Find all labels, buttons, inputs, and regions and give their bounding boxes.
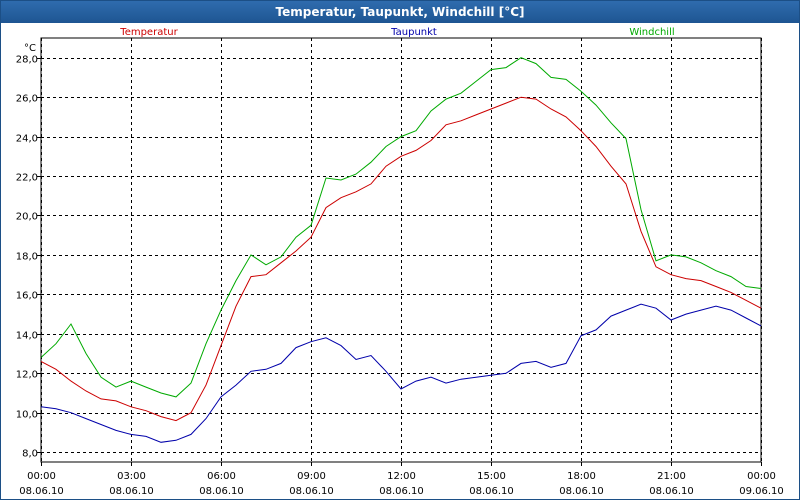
x-tick-time-label: 03:00 [117, 471, 146, 482]
x-tick-time-label: 00:00 [27, 471, 56, 482]
x-tick-time-label: 12:00 [387, 471, 416, 482]
y-axis-unit: °C [24, 43, 36, 54]
x-tick-date-label: 08.06.10 [19, 486, 64, 497]
x-tick-date-label: 08.06.10 [379, 486, 424, 497]
y-tick-label: 18,0 [16, 252, 38, 263]
window-title: Temperatur, Taupunkt, Windchill [°C] [1, 1, 799, 23]
y-tick-label: 8,0 [22, 449, 38, 460]
y-tick-label: 14,0 [16, 331, 38, 342]
x-tick-time-label: 15:00 [477, 471, 506, 482]
series-line-windchill [40, 57, 762, 398]
y-tick-label: 26,0 [16, 94, 38, 105]
x-tick-time-label: 00:00 [747, 471, 776, 482]
legend-taupunkt: Taupunkt [390, 27, 437, 38]
y-tick-label: 10,0 [16, 410, 38, 421]
series-line-temperatur [40, 96, 762, 422]
x-tick-date-label: 08.06.10 [199, 486, 244, 497]
x-tick-time-label: 21:00 [657, 471, 686, 482]
series-line-taupunkt [40, 303, 762, 443]
legend-temperatur: Temperatur [119, 27, 178, 38]
line-chart: 8,0 10,0 12,0 14,0 16,0 18,0 20,0 22,0 24,0 26,0 2… [16, 27, 784, 497]
y-tick-label: 16,0 [16, 291, 38, 302]
y-tick-label: 12,0 [16, 370, 38, 381]
x-tick-date-label: 08.06.10 [649, 486, 694, 497]
y-tick-label: 22,0 [16, 173, 38, 184]
y-tick-label: 20,0 [16, 212, 38, 223]
x-tick-time-label: 18:00 [567, 471, 596, 482]
x-tick-date-label: 08.06.10 [559, 486, 604, 497]
chart-area: 8,0 10,0 12,0 14,0 16,0 18,0 20,0 22,0 24,0 26,0 2… [1, 24, 799, 499]
x-tick-date-label: 08.06.10 [469, 486, 514, 497]
y-tick-label: 28,0 [16, 55, 38, 66]
x-tick-time-label: 06:00 [207, 471, 236, 482]
x-tick-date-label: 08.06.10 [109, 486, 154, 497]
legend-windchill: Windchill [629, 27, 674, 38]
x-tick-date-label: 08.06.10 [289, 486, 334, 497]
y-tick-label: 24,0 [16, 134, 38, 145]
x-tick-time-label: 09:00 [297, 471, 326, 482]
x-tick-date-label: 09.06.10 [739, 486, 784, 497]
